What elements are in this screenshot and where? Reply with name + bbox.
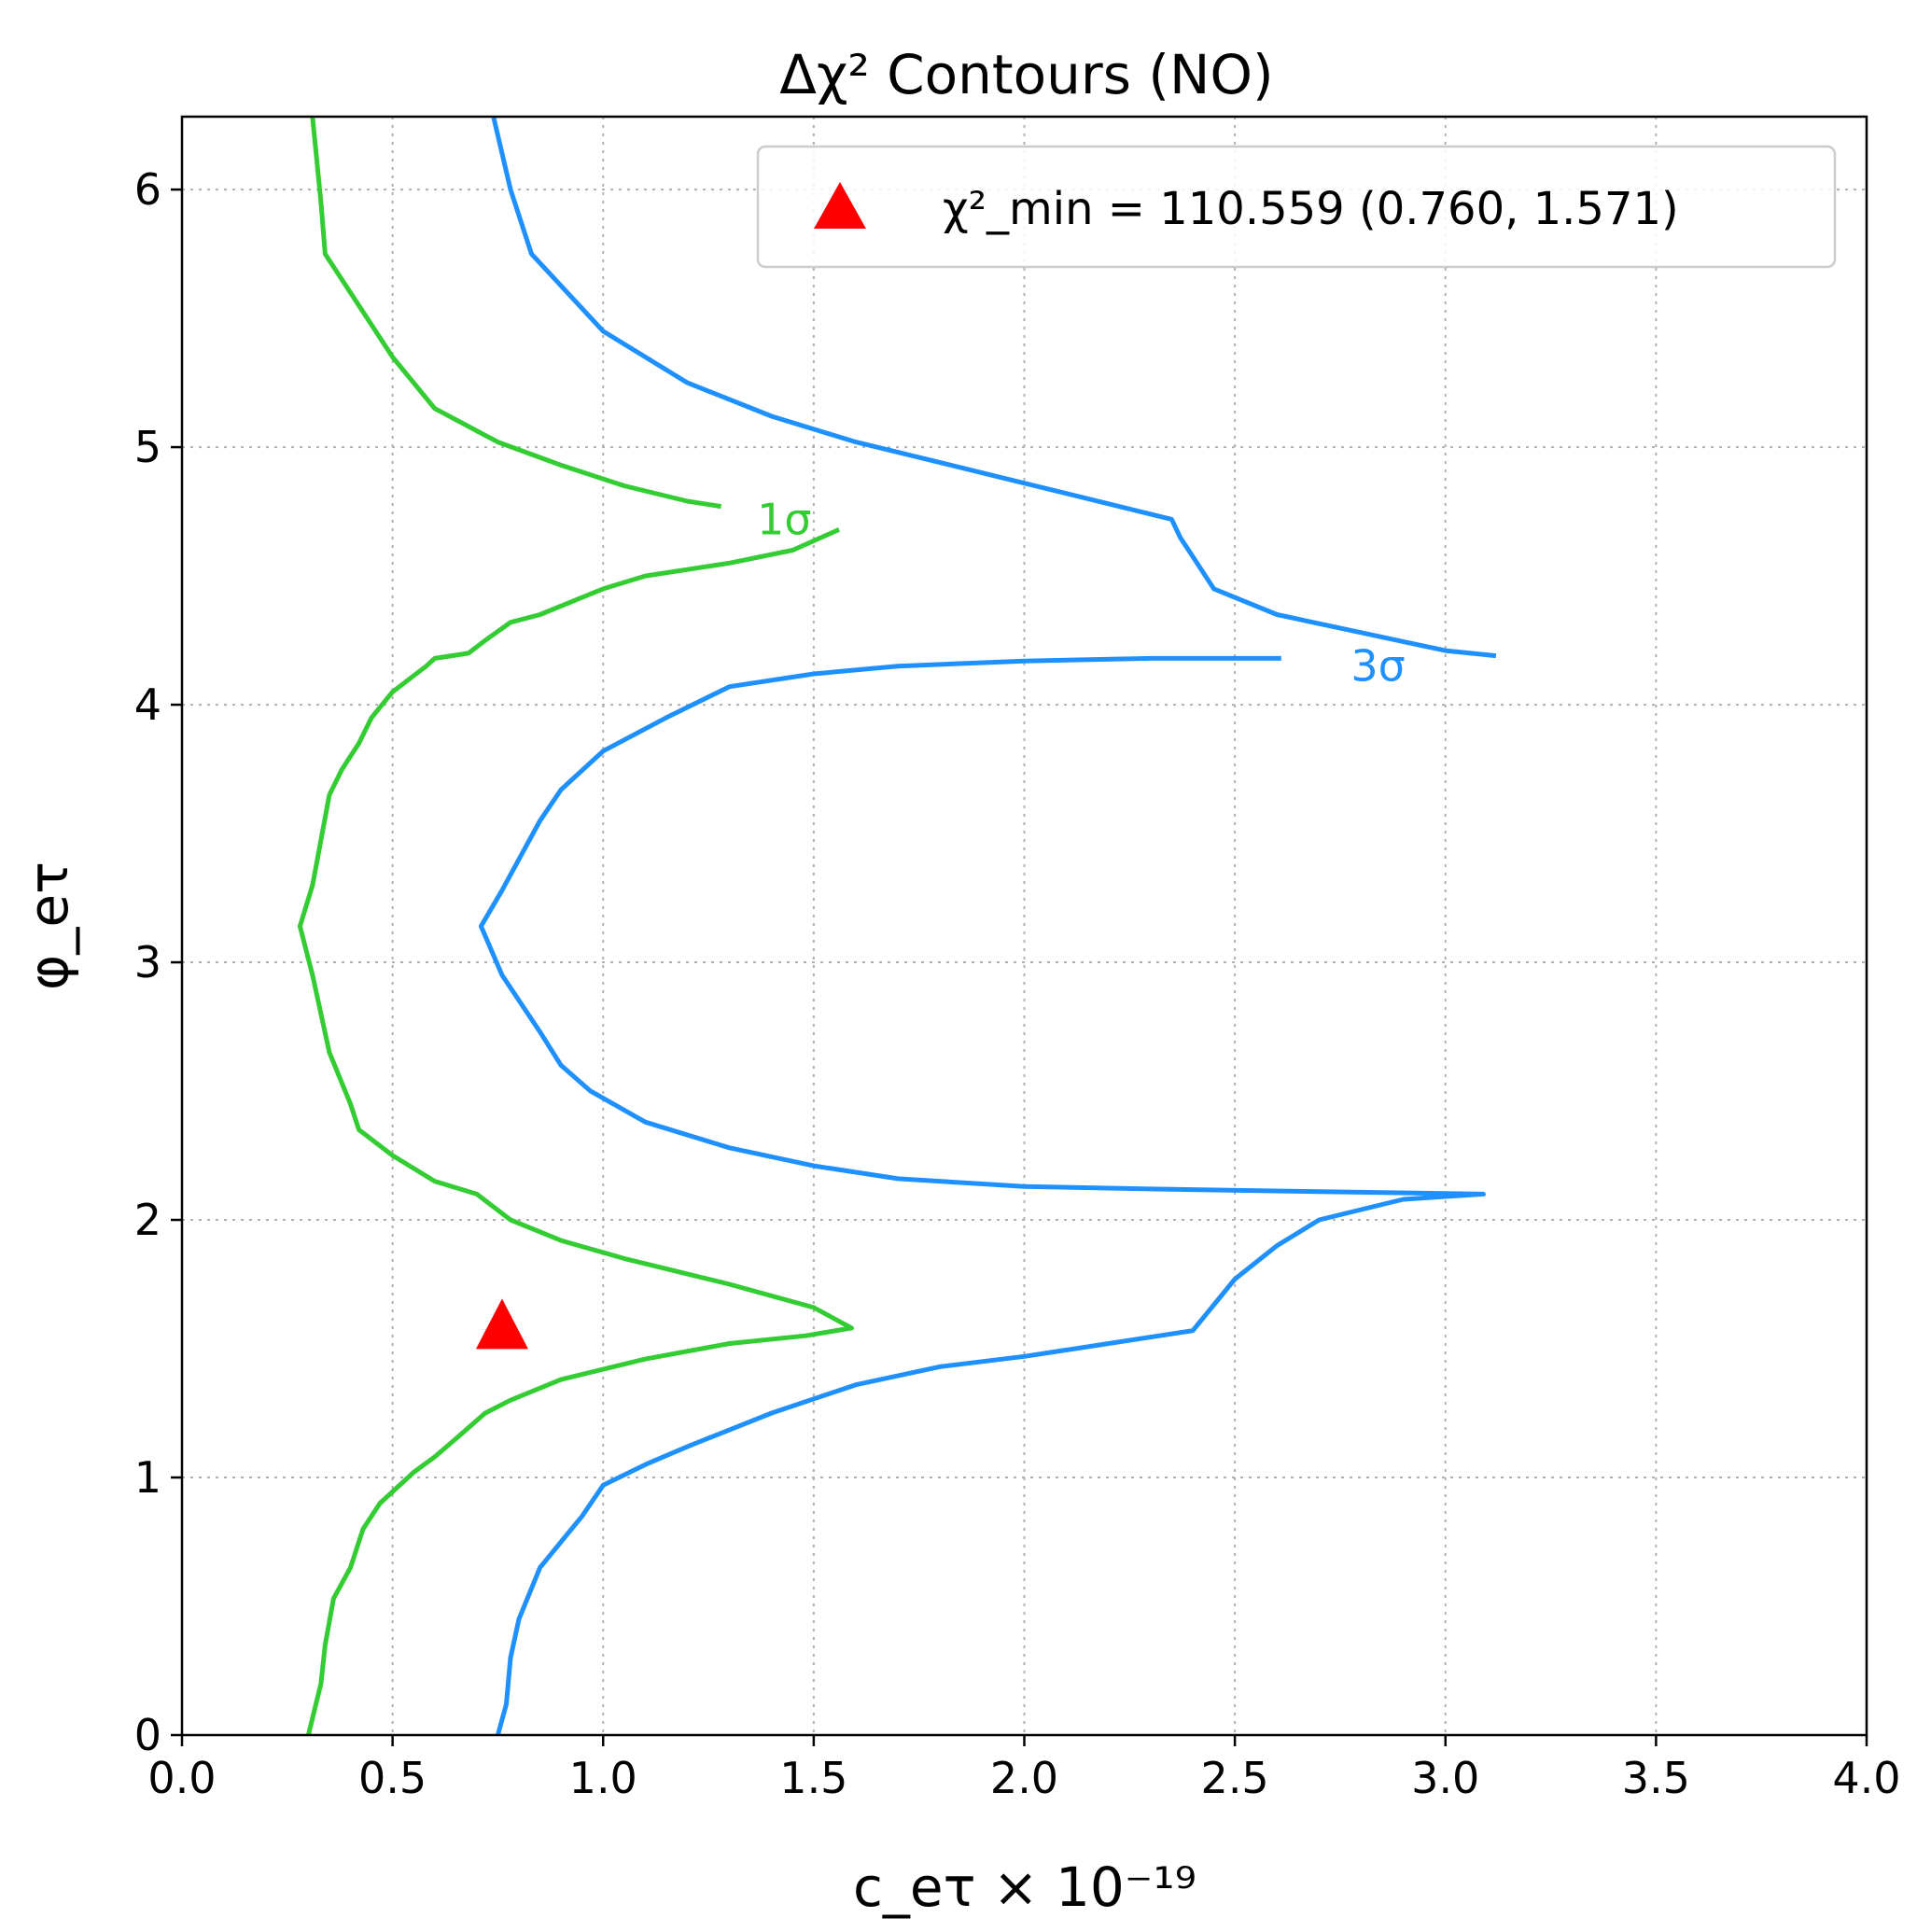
axis-ticks: 0.0 0.5 1.0 1.5 2.0 2.5 3.0 3.5 4.0 0 1 2 3 4 5 6 [134, 164, 1901, 1803]
x-axis-title: c_eτ × 10⁻¹⁹ [853, 1855, 1196, 1919]
contour-lines: 1σ 3σ [297, 117, 1497, 1736]
legend-triangle-marker [814, 182, 866, 229]
contour-line-1sigma [310, 117, 721, 510]
y-tick-label: 5 [134, 422, 161, 472]
x-tick-label: 3.0 [1411, 1753, 1479, 1803]
y-axis-title: φ_eτ [17, 861, 80, 990]
y-tick-label: 6 [134, 164, 161, 215]
x-tick-label: 0.0 [147, 1753, 216, 1803]
contour-label: 3σ [1350, 641, 1405, 692]
x-tick-label: 1.0 [569, 1753, 637, 1803]
legend: χ²_min = 110.559 (0.760, 1.571) [756, 145, 1837, 269]
minimum-triangle-marker [475, 1298, 528, 1350]
y-tick-label: 3 [134, 937, 161, 987]
minimum-markers [475, 1298, 528, 1350]
x-tick-label: 3.5 [1622, 1753, 1690, 1803]
y-tick-label: 1 [134, 1452, 161, 1503]
chart-title: Δχ² Contours (NO) [779, 43, 1273, 106]
contour-line-3sigma [478, 655, 1486, 1736]
legend-box [756, 145, 1837, 269]
contour-line-1sigma [297, 527, 854, 1736]
contour-label: 1σ [757, 494, 811, 544]
x-tick-label: 2.5 [1201, 1753, 1269, 1803]
x-tick-label: 2.0 [990, 1753, 1058, 1803]
legend-label: χ²_min = 110.559 (0.760, 1.571) [943, 183, 1679, 235]
y-tick-label: 2 [134, 1195, 161, 1245]
y-tick-label: 0 [134, 1710, 161, 1760]
x-tick-label: 1.5 [779, 1753, 847, 1803]
x-tick-label: 0.5 [358, 1753, 427, 1803]
x-tick-label: 4.0 [1832, 1753, 1900, 1803]
contour-line-3sigma [491, 117, 1497, 659]
y-tick-label: 4 [134, 679, 161, 730]
